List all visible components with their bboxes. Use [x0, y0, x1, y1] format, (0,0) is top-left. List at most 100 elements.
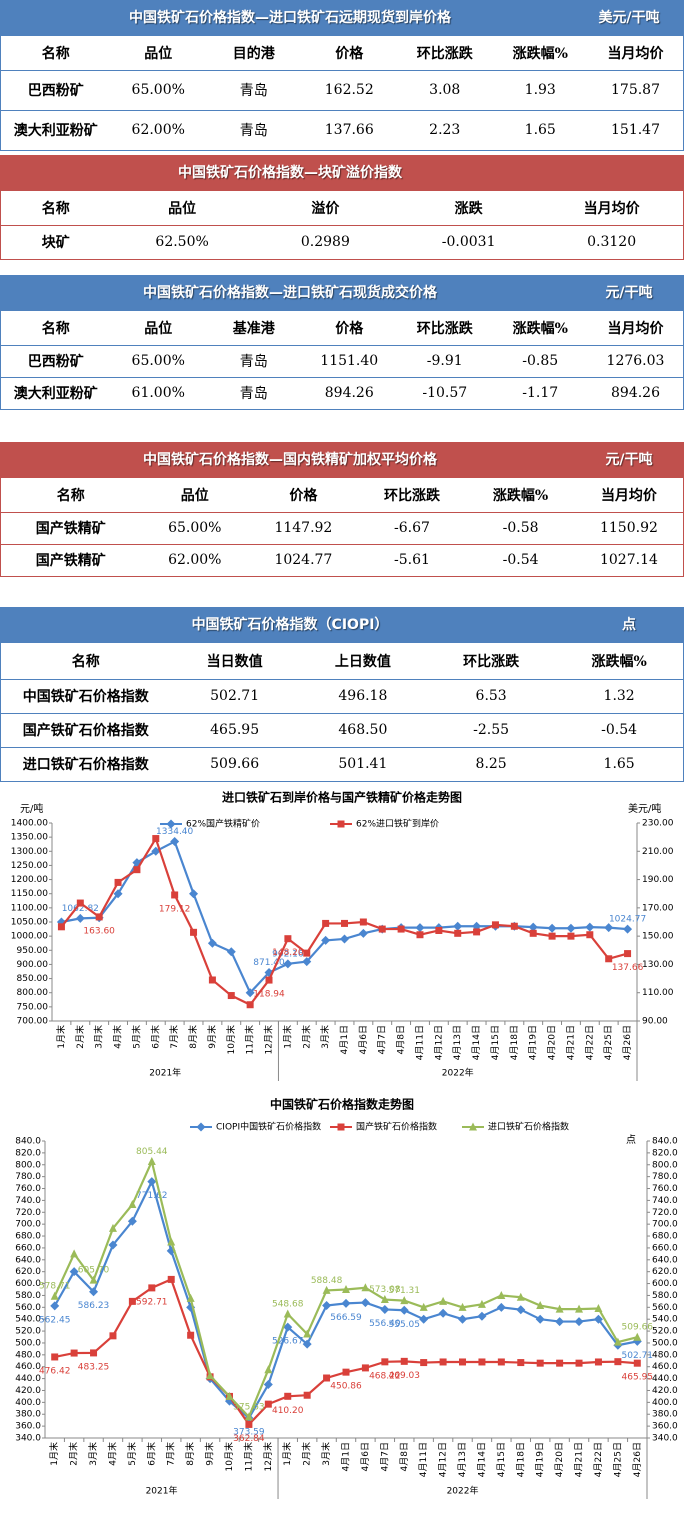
marker [555, 1317, 565, 1327]
cell: 502.71 [210, 688, 260, 704]
y2-tick-label: 380.0 [652, 1410, 678, 1420]
x-tick-label: 10月末 [223, 1442, 235, 1471]
y-tick-label: 1150.00 [11, 889, 48, 899]
row-name: 国产铁精矿 [35, 521, 106, 537]
marker [439, 1358, 447, 1366]
column-header: 当月均价 [607, 320, 664, 337]
marker [497, 1358, 505, 1366]
marker [633, 1359, 641, 1367]
marker [108, 1240, 118, 1250]
x-group-label: 2021年 [146, 1485, 178, 1497]
y-tick-label: 640.0 [15, 1255, 41, 1265]
cell: 62.50% [155, 234, 209, 250]
data-label: 483.25 [78, 1362, 110, 1372]
marker [303, 949, 311, 957]
cell: -0.54 [601, 722, 638, 738]
marker [477, 1299, 486, 1308]
column-header: 目的港 [232, 45, 275, 62]
x-tick-label: 8月末 [184, 1442, 196, 1466]
data-label: 410.20 [272, 1406, 304, 1416]
data-label: 465.95 [622, 1373, 654, 1383]
data-label: 771.62 [136, 1191, 168, 1201]
marker [322, 1301, 332, 1311]
column-header: 价格 [335, 45, 364, 62]
x-tick-label: 4月15日 [496, 1442, 507, 1477]
marker [245, 1420, 253, 1428]
marker [186, 1293, 195, 1302]
marker [535, 1314, 545, 1324]
cell: 501.41 [338, 756, 388, 772]
marker [323, 1374, 331, 1382]
cell: 1024.77 [274, 552, 333, 568]
table-unit: 点 [622, 617, 636, 633]
cell: 1027.14 [599, 552, 658, 568]
marker [360, 1298, 370, 1308]
marker [586, 931, 594, 939]
x-tick-label: 4月20日 [547, 1025, 558, 1060]
data-label: 526.67 [272, 1337, 304, 1347]
cell: 1.93 [524, 82, 556, 98]
y-tick-label: 900.00 [17, 960, 49, 970]
x-tick-label: 4月11日 [418, 1442, 429, 1477]
y-axis-label: 元/吨 [20, 802, 43, 815]
x-tick-label: 6月末 [145, 1442, 157, 1466]
table-header: 中国铁矿石价格指数—国内铁精矿加权平均价格 元/干吨 [0, 442, 684, 478]
marker [50, 1301, 60, 1311]
legend-marker [196, 1122, 206, 1132]
data-label: 148.20 [272, 948, 304, 958]
table-title: 中国铁矿石价格指数（CIOPI） [191, 617, 389, 633]
marker [594, 1358, 602, 1366]
marker [246, 1001, 254, 1009]
y2-tick-label: 90.00 [642, 1017, 668, 1027]
marker [516, 1305, 526, 1315]
column-header: 环比涨跌 [416, 320, 473, 337]
marker [90, 1349, 98, 1357]
marker [69, 1267, 79, 1277]
data-label: 1334.40 [156, 827, 193, 837]
y2-tick-label: 760.0 [652, 1184, 678, 1194]
marker [477, 1311, 487, 1321]
y-tick-label: 750.00 [17, 1002, 49, 1012]
marker [167, 1237, 176, 1246]
marker [614, 1358, 622, 1366]
marker [358, 928, 368, 938]
marker [547, 923, 557, 933]
cell: 3.08 [429, 82, 461, 98]
cell: 496.18 [338, 688, 388, 704]
marker [594, 1304, 603, 1313]
column-header: 涨跌幅% [512, 45, 568, 62]
table-header: 中国铁矿石价格指数（CIOPI） 点 [0, 607, 684, 643]
marker [633, 1332, 642, 1341]
data-row: 进口铁矿石价格指数 509.66 501.41 8.25 1.65 [0, 747, 684, 781]
y2-tick-label: 640.0 [652, 1255, 678, 1265]
data-label: 1062.82 [62, 904, 99, 914]
data-label: 566.59 [330, 1313, 362, 1323]
cell: -0.54 [502, 552, 539, 568]
table-title: 中国铁矿石价格指数—国内铁精矿加权平均价格 [143, 452, 437, 468]
column-header: 基准港 [232, 320, 275, 337]
marker [109, 1332, 117, 1340]
y-tick-label: 700.0 [15, 1220, 41, 1230]
x-tick-label: 11月末 [244, 1025, 256, 1054]
x-tick-label: 2月末 [68, 1442, 80, 1466]
marker [265, 976, 273, 984]
marker [399, 1305, 409, 1315]
marker [322, 919, 330, 927]
marker [605, 955, 613, 963]
row-name: 国产铁精矿 [35, 553, 106, 569]
y-tick-label: 660.0 [15, 1243, 41, 1253]
table: 名称 品位 基准港 价格 环比涨跌 涨跌幅% 当月均价 巴西粉矿 65.00% 青岛 1151.40… [0, 311, 684, 410]
chart-title: 中国铁矿石价格指数走势图 [270, 1097, 414, 1112]
data-row: 中国铁矿石价格指数 502.71 496.18 6.53 1.32 [0, 679, 684, 713]
x-tick-label: 4月19日 [528, 1025, 539, 1060]
legend-label: 62%国产铁精矿价 [186, 818, 260, 830]
header-row: 名称 品位 基准港 价格 环比涨跌 涨跌幅% 当月均价 [0, 311, 684, 345]
cell: -1.17 [522, 385, 559, 401]
column-header: 上日数值 [334, 653, 391, 670]
data-label: 556.40 [369, 1319, 401, 1329]
data-row: 巴西粉矿 65.00% 青岛 162.52 3.08 1.93 175.87 [0, 70, 684, 110]
y-tick-label: 950.00 [17, 946, 49, 956]
y-tick-label: 700.00 [17, 1017, 49, 1027]
